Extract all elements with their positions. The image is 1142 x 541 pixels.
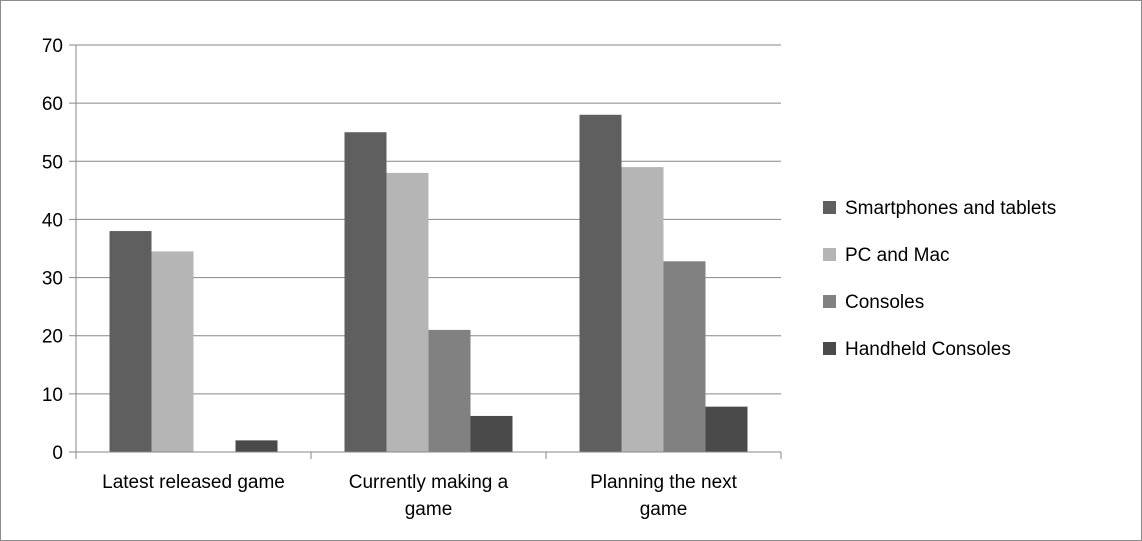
bar-smartphones-and-tablets [344,132,387,452]
y-tick-label: 20 [42,327,63,348]
y-tick-label: 30 [42,269,63,290]
legend: Smartphones and tablets PC and Mac Console… [823,198,1056,360]
category-label: Currently making a game [349,472,509,520]
bar-consoles [428,329,471,452]
y-tick-label: 10 [42,385,63,406]
bar-consoles [663,261,706,452]
legend-label: Consoles [845,292,924,313]
legend-swatch [823,342,836,355]
category-label-line: Currently making a [349,472,509,493]
legend-swatch [823,295,836,308]
category-label: Planning the next game [590,472,738,520]
legend-swatch [823,248,836,261]
category-label: Latest released game [102,472,285,493]
category-label-line: Planning the next [590,472,738,493]
y-tick-label: 70 [42,36,63,57]
bar-smartphones-and-tablets [579,114,622,453]
category-label-line: game [405,499,453,520]
legend-label: PC and Mac [845,245,950,266]
bar-pc-and-mac [151,251,194,452]
y-tick-label: 0 [52,443,63,464]
y-tick-label: 50 [42,152,63,173]
bar-pc-and-mac [621,167,664,452]
axes: 0 10 20 30 40 50 60 70 Latest released game Curre… [42,36,782,520]
y-tick-label: 40 [42,210,63,231]
category-label-line: game [640,499,688,520]
legend-label: Smartphones and tablets [845,198,1056,219]
bar-handheld-consoles [705,406,748,452]
bar-handheld-consoles [235,440,278,452]
bar-pc-and-mac [386,172,429,452]
bars [109,114,748,453]
legend-label: Handheld Consoles [845,339,1011,360]
bar-smartphones-and-tablets [109,231,152,452]
y-tick-label: 60 [42,94,63,115]
category-label-line: Latest released game [102,472,285,493]
legend-swatch [823,201,836,214]
bar-handheld-consoles [470,415,513,452]
